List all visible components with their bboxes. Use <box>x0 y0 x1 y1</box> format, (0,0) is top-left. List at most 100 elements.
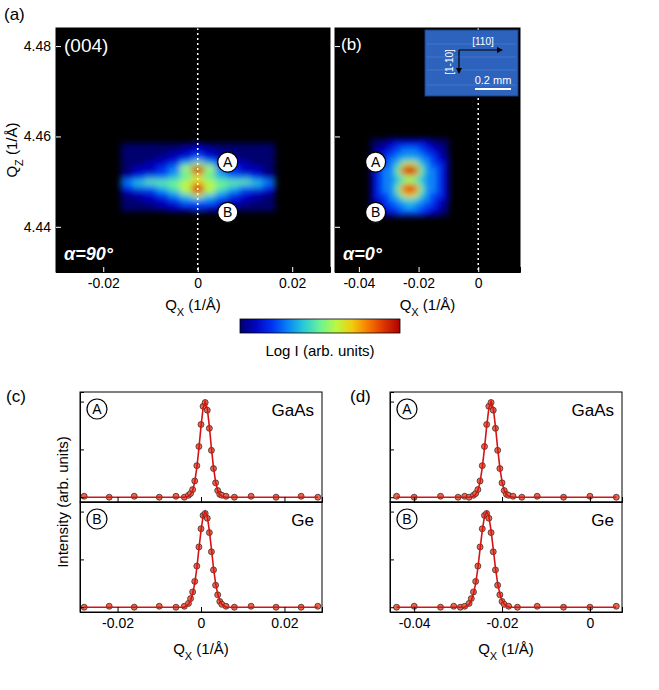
heat-cell <box>251 197 263 202</box>
data-point <box>315 603 321 609</box>
inset-label: [1-10] <box>444 49 455 75</box>
tick-mark <box>419 267 420 272</box>
heat-cell <box>180 148 192 153</box>
heat-cell <box>389 193 395 198</box>
heat-cell <box>389 188 395 193</box>
tick <box>390 512 394 513</box>
heat-cell <box>180 166 192 171</box>
inset-texture <box>427 70 516 71</box>
heat-cell <box>263 157 275 162</box>
inset-texture <box>427 57 516 58</box>
heat-cell <box>413 139 419 144</box>
axis-line <box>391 503 395 613</box>
heat-cell <box>407 206 413 211</box>
tick-mark <box>201 497 202 502</box>
heat-cell <box>204 197 216 202</box>
heat-cell <box>371 175 377 180</box>
heat-cell <box>156 161 168 166</box>
heat-cell <box>204 170 216 175</box>
tick-label: 0.02 <box>279 275 306 291</box>
heat-cell <box>419 143 425 148</box>
tick-mark <box>390 402 394 403</box>
heat-cell <box>145 166 157 171</box>
heat-cell <box>401 184 407 189</box>
inset-arrowhead <box>456 68 462 74</box>
heat-cell <box>168 184 180 189</box>
heat-cell <box>121 170 133 175</box>
heat-cell <box>395 202 401 207</box>
data-point <box>451 603 457 609</box>
heat-cell <box>156 170 168 175</box>
label-text: A <box>223 154 233 170</box>
heat-cell <box>425 139 431 144</box>
tick-mark <box>80 512 84 513</box>
heat-cell <box>389 143 395 148</box>
heat-cell <box>442 193 448 198</box>
axis-line <box>391 393 395 503</box>
heat-cell <box>395 139 401 144</box>
heat-cell <box>121 157 133 162</box>
heat-cell <box>239 184 251 189</box>
heat-cell <box>180 193 192 198</box>
heat-cell <box>425 161 431 166</box>
heat-cell <box>133 175 145 180</box>
data-point <box>613 603 619 609</box>
heat-cell <box>395 152 401 157</box>
heat-cell <box>401 166 407 171</box>
heat-cell <box>251 202 263 207</box>
heat-cell <box>263 152 275 157</box>
heat-cell <box>156 206 168 211</box>
tick-mark <box>390 607 394 608</box>
heat-cell <box>251 184 263 189</box>
tick-mark <box>335 227 340 228</box>
tick <box>390 559 394 560</box>
heat-cell <box>425 184 431 189</box>
heat-cell <box>430 152 436 157</box>
heat-cell <box>145 193 157 198</box>
heat-cell <box>430 148 436 153</box>
heat-cell <box>401 179 407 184</box>
peak-label: B <box>87 509 107 529</box>
heat-cell <box>239 206 251 211</box>
heat-cell <box>145 184 157 189</box>
heat-cell <box>204 148 216 153</box>
heat-cell <box>145 175 157 180</box>
tick-label: -0.02 <box>487 615 519 631</box>
tick: 0 <box>587 607 595 631</box>
heat-cell <box>377 188 383 193</box>
tick-mark <box>292 267 293 272</box>
panel-title: (004) <box>64 35 108 56</box>
tick-mark <box>56 46 61 47</box>
heat-cell <box>389 157 395 162</box>
tick: -0.04 <box>399 607 431 631</box>
heat-cell <box>413 188 419 193</box>
heat-cell <box>121 193 133 198</box>
fit-line <box>397 402 617 498</box>
panel-letter: (b) <box>341 35 362 54</box>
heat-cell <box>389 179 395 184</box>
heat-cell <box>156 148 168 153</box>
heat-cell <box>215 197 227 202</box>
heat-cell <box>395 206 401 211</box>
heat-cell <box>121 161 133 166</box>
tick-mark <box>390 559 394 560</box>
tick-mark <box>80 402 84 403</box>
heat-cell <box>180 184 192 189</box>
heat-cell <box>425 157 431 162</box>
heat-cell <box>442 179 448 184</box>
heat-cell <box>442 175 448 180</box>
heat-cell <box>156 202 168 207</box>
heat-cell <box>156 152 168 157</box>
heat-cell <box>442 152 448 157</box>
heat-cell <box>371 193 377 198</box>
tick <box>201 497 202 502</box>
heat-cell <box>377 197 383 202</box>
heat-cell <box>263 193 275 198</box>
heat-cell <box>251 170 263 175</box>
heat-cell <box>204 202 216 207</box>
tick-mark <box>335 136 340 137</box>
heat-cell <box>419 206 425 211</box>
tick-mark <box>414 497 415 502</box>
heat-cell <box>413 170 419 175</box>
heat-cell <box>180 175 192 180</box>
